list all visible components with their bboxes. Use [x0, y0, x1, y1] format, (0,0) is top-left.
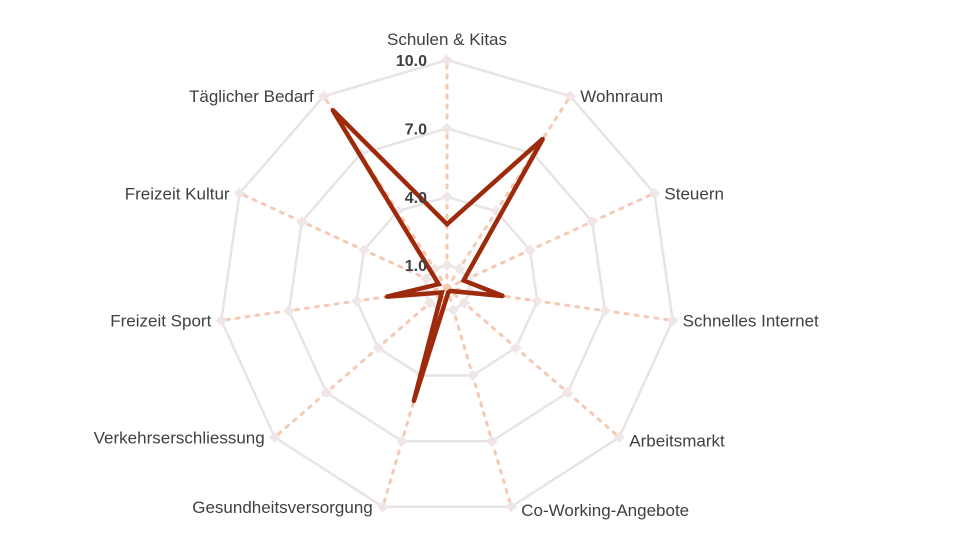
category-label: Verkehrserschliessung [94, 428, 265, 447]
data-point [541, 136, 545, 140]
grid-marker [296, 216, 308, 228]
category-label: Wohnraum [580, 87, 663, 106]
grid-ring-1 [355, 195, 539, 377]
grid-marker [441, 191, 453, 203]
spoke-line-3 [445, 286, 675, 322]
data-point [384, 295, 388, 299]
grid-marker [613, 431, 625, 443]
data-point [437, 282, 441, 286]
grid-ring-2 [287, 127, 607, 443]
spoke-line-7 [273, 286, 449, 439]
grid-marker [441, 54, 453, 66]
grid-marker [599, 305, 611, 317]
spoke-line-2 [445, 191, 656, 290]
category-label: Freizeit Kultur [125, 184, 230, 203]
data-point [440, 290, 444, 294]
grid-marker [420, 272, 432, 285]
grid-marker [447, 304, 460, 316]
category-label: Freizeit Sport [110, 311, 211, 330]
grid-marker [561, 386, 574, 399]
spoke-line-8 [219, 286, 449, 322]
data-point [501, 294, 505, 298]
grid-marker [424, 297, 436, 309]
grid-marker [269, 431, 281, 443]
grid-marker [524, 244, 536, 256]
tick-label: 7.0 [405, 121, 427, 138]
grid-marker [215, 314, 227, 327]
category-label: Täglicher Bedarf [189, 87, 314, 106]
series-line-0 [330, 108, 546, 403]
grid-marker [648, 187, 661, 199]
tick-label: 1.0 [405, 258, 427, 275]
spoke-line-9 [238, 191, 449, 290]
grid-marker [351, 295, 363, 307]
grid-marker [453, 263, 465, 275]
grid-marker [667, 314, 679, 327]
category-label: Gesundheitsversorgung [192, 498, 373, 517]
grid-marker [505, 501, 517, 513]
spoke-line-1 [445, 94, 572, 290]
grid-marker [531, 295, 543, 307]
grid-marker [441, 259, 453, 271]
grid-marker [372, 342, 384, 354]
grid-marker [358, 244, 370, 256]
grid-marker [458, 297, 470, 309]
category-label: Co-Working-Angebote [521, 501, 689, 520]
data-point [412, 400, 416, 404]
category-label: Schulen & Kitas [387, 30, 507, 49]
grid-marker [396, 435, 408, 447]
grid-ring-3 [220, 58, 674, 509]
grid-marker [486, 435, 498, 447]
grid-marker [377, 501, 389, 513]
data-point [448, 289, 452, 293]
spoke-line-5 [445, 286, 513, 509]
grid-marker [283, 305, 295, 317]
grid-marker [586, 216, 598, 228]
tick-label: 10.0 [396, 53, 427, 70]
data-point [446, 290, 450, 294]
grid-marker [441, 122, 453, 135]
category-label: Schnelles Internet [683, 311, 819, 330]
category-label: Arbeitsmarkt [629, 431, 725, 450]
data-point [445, 222, 449, 226]
grid-marker [233, 187, 246, 199]
data-point [330, 108, 334, 112]
grid-marker [467, 369, 479, 382]
category-label: Steuern [664, 184, 724, 203]
spoke-line-4 [445, 286, 621, 439]
tick-label: 4.0 [405, 190, 427, 207]
grid-marker [320, 386, 333, 399]
data-point [462, 278, 466, 282]
